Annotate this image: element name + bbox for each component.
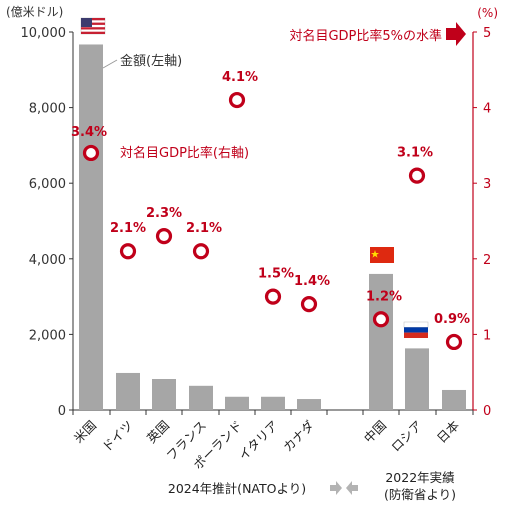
us-flag: [80, 17, 106, 35]
amount-bar: [297, 399, 321, 410]
ratio-markers: 3.4%2.1%2.3%2.1%4.1%1.5%1.4%1.2%3.1%0.9%: [71, 70, 470, 351]
ratio-data-label: 1.5%: [258, 267, 294, 282]
ratio-marker: [445, 333, 463, 351]
right-axis-label: (%): [477, 6, 498, 20]
left-axis: 0 2,000 4,000 6,000 8,000 10,000: [21, 26, 474, 419]
china-flag: [370, 247, 394, 263]
category-label: カナダ: [280, 418, 317, 455]
left-tick-label: 10,000: [21, 26, 67, 41]
reference-line-label: 対名目GDP比率5%の水準: [289, 28, 442, 44]
ratio-data-label: 0.9%: [434, 312, 470, 327]
ratio-data-label: 1.2%: [366, 289, 402, 304]
amount-bar: [405, 348, 429, 410]
ratio-data-label: 1.4%: [294, 274, 330, 289]
group-label-mod-line1: 2022年実績: [385, 470, 454, 485]
right-tick-label: 0: [483, 404, 491, 419]
reference-arrow-icon: [446, 22, 466, 46]
ratio-marker: [264, 288, 282, 305]
ratio-marker: [408, 167, 426, 184]
category-label: 英国: [144, 418, 172, 446]
ratio-data-label: 3.1%: [397, 146, 433, 161]
amount-series-label: 金額(左軸): [120, 53, 182, 69]
right-tick-label: 3: [483, 177, 491, 192]
category-label: ロシア: [388, 418, 425, 455]
right-tick-label: 4: [483, 102, 491, 117]
left-tick-label: 0: [58, 404, 66, 419]
left-tick-label: 8,000: [29, 102, 66, 117]
amount-bar: [116, 372, 140, 410]
russia-flag: [403, 321, 429, 338]
ratio-data-label: 2.1%: [186, 221, 222, 236]
category-label: 日本: [434, 417, 463, 446]
ratio-marker: [119, 243, 137, 260]
double-arrow-icon: [330, 481, 358, 495]
right-tick-label: 5: [483, 26, 491, 41]
ratio-data-label: 2.1%: [110, 221, 146, 236]
ratio-marker: [372, 311, 390, 328]
amount-bar: [152, 379, 176, 410]
amount-bar: [369, 273, 393, 410]
amount-bar: [261, 396, 285, 410]
ratio-data-label: 2.3%: [146, 206, 182, 221]
category-label: 中国: [361, 418, 389, 446]
ratio-marker: [155, 228, 173, 245]
left-tick-label: 2,000: [29, 328, 66, 343]
category-label: 米国: [71, 418, 99, 446]
left-axis-label: (億米ドル): [6, 5, 63, 19]
ratio-marker: [228, 91, 246, 109]
ratio-data-label: 4.1%: [222, 70, 258, 85]
group-label-nato: 2024年推計(NATOより): [168, 481, 306, 496]
ratio-data-label: 3.4%: [71, 125, 107, 140]
right-tick-label: 1: [483, 328, 491, 343]
category-label: イタリア: [236, 418, 282, 464]
amount-bar: [79, 44, 103, 410]
group-label-mod-line2: (防衛省より): [384, 487, 456, 502]
amount-bar: [442, 389, 466, 410]
ratio-marker: [192, 243, 210, 260]
right-axis: 0 1 2 3 4 5: [472, 26, 491, 419]
category-label: ドイツ: [99, 418, 136, 455]
ratio-marker: [300, 296, 318, 313]
amount-leader-line: [102, 59, 118, 69]
amount-bar: [189, 385, 213, 410]
amount-bars: [79, 44, 466, 410]
amount-bar: [225, 396, 249, 410]
ratio-marker: [82, 144, 100, 162]
left-tick-label: 4,000: [29, 253, 66, 268]
right-tick-label: 2: [483, 253, 491, 268]
ratio-series-label: 対名目GDP比率(右軸): [120, 145, 249, 161]
left-tick-label: 6,000: [29, 177, 66, 192]
